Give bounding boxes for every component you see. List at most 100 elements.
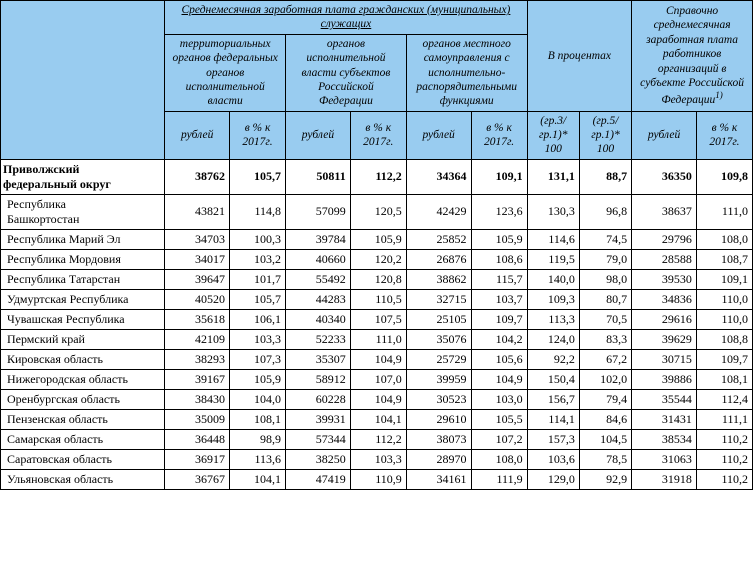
cell: 31063	[632, 449, 697, 469]
cell: 119,5	[527, 249, 579, 269]
row-name: Приволжский федеральный округ	[1, 159, 165, 194]
table-row: Удмуртская Республика40520105,744283110,…	[1, 289, 753, 309]
cell: 110,9	[350, 469, 406, 489]
summary-row: Приволжский федеральный округ38762105,75…	[1, 159, 753, 194]
cell: 39167	[165, 369, 230, 389]
cell: 34703	[165, 229, 230, 249]
cell: 74,5	[579, 229, 631, 249]
group-reference-title: Справочно	[666, 5, 718, 17]
cell: 35076	[406, 329, 471, 349]
row-name: Самарская область	[1, 429, 165, 449]
cell: 107,5	[350, 309, 406, 329]
cell: 111,0	[350, 329, 406, 349]
table-row: Пензенская область35009108,139931104,129…	[1, 409, 753, 429]
table-body: Приволжский федеральный округ38762105,75…	[1, 159, 753, 489]
cell: 57344	[286, 429, 351, 449]
cell: 104,1	[350, 409, 406, 429]
cell: 35307	[286, 349, 351, 369]
cell: 109,8	[696, 159, 752, 194]
cell: 105,9	[471, 229, 527, 249]
group-salary: Среднемесячная заработная плата гражданс…	[165, 1, 527, 35]
cell: 114,6	[527, 229, 579, 249]
cell: 101,7	[230, 269, 286, 289]
col-name-header	[1, 1, 165, 160]
cell: 105,7	[230, 289, 286, 309]
cell: 130,3	[527, 194, 579, 229]
row-name: Кировская область	[1, 349, 165, 369]
row-name: Республика Татарстан	[1, 269, 165, 289]
row-name: Республика Мордовия	[1, 249, 165, 269]
cell: 44283	[286, 289, 351, 309]
h-rub-2: рублей	[286, 111, 351, 159]
cell: 39629	[632, 329, 697, 349]
table-row: Республика Мордовия34017103,240660120,22…	[1, 249, 753, 269]
cell: 110,2	[696, 449, 752, 469]
cell: 108,8	[696, 329, 752, 349]
cell: 131,1	[527, 159, 579, 194]
cell: 38862	[406, 269, 471, 289]
h-pct-1: в % к 2017г.	[230, 111, 286, 159]
h-pct-3: в % к 2017г.	[471, 111, 527, 159]
cell: 80,7	[579, 289, 631, 309]
row-name: Республика Башкортостан	[1, 194, 165, 229]
cell: 38250	[286, 449, 351, 469]
cell: 26876	[406, 249, 471, 269]
cell: 39886	[632, 369, 697, 389]
table-header: Среднемесячная заработная плата гражданс…	[1, 1, 753, 160]
cell: 105,5	[471, 409, 527, 429]
cell: 84,6	[579, 409, 631, 429]
table-row: Пермский край42109103,352233111,03507610…	[1, 329, 753, 349]
cell: 105,9	[350, 229, 406, 249]
cell: 103,3	[350, 449, 406, 469]
table-row: Республика Татарстан39647101,755492120,8…	[1, 269, 753, 289]
cell: 105,9	[230, 369, 286, 389]
cell: 39959	[406, 369, 471, 389]
cell: 110,0	[696, 309, 752, 329]
cell: 30715	[632, 349, 697, 369]
cell: 55492	[286, 269, 351, 289]
cell: 38762	[165, 159, 230, 194]
cell: 104,0	[230, 389, 286, 409]
cell: 140,0	[527, 269, 579, 289]
row-name: Пензенская область	[1, 409, 165, 429]
cell: 70,5	[579, 309, 631, 329]
row-name: Удмуртская Республика	[1, 289, 165, 309]
cell: 29610	[406, 409, 471, 429]
cell: 100,3	[230, 229, 286, 249]
cell: 98,0	[579, 269, 631, 289]
table-row: Чувашская Республика35618106,140340107,5…	[1, 309, 753, 329]
cell: 38073	[406, 429, 471, 449]
cell: 129,0	[527, 469, 579, 489]
cell: 115,7	[471, 269, 527, 289]
cell: 111,0	[696, 194, 752, 229]
cell: 150,4	[527, 369, 579, 389]
cell: 67,2	[579, 349, 631, 369]
cell: 120,2	[350, 249, 406, 269]
cell: 88,7	[579, 159, 631, 194]
cell: 156,7	[527, 389, 579, 409]
h-rub-4: рублей	[632, 111, 697, 159]
cell: 42429	[406, 194, 471, 229]
row-name: Пермский край	[1, 329, 165, 349]
cell: 38430	[165, 389, 230, 409]
cell: 104,1	[230, 469, 286, 489]
h-p2: (гр.5/ гр.1)* 100	[579, 111, 631, 159]
table-row: Саратовская область36917113,638250103,32…	[1, 449, 753, 469]
salary-table: Среднемесячная заработная плата гражданс…	[0, 0, 753, 490]
sub-terr: территориальных органов федеральных орга…	[165, 34, 286, 111]
cell: 109,7	[471, 309, 527, 329]
cell: 108,1	[230, 409, 286, 429]
cell: 36767	[165, 469, 230, 489]
row-name: Нижегородская область	[1, 369, 165, 389]
table-row: Самарская область3644898,957344112,23807…	[1, 429, 753, 449]
row-name: Ульяновская область	[1, 469, 165, 489]
table-row: Оренбургская область38430104,060228104,9…	[1, 389, 753, 409]
cell: 106,1	[230, 309, 286, 329]
cell: 39530	[632, 269, 697, 289]
cell: 104,9	[471, 369, 527, 389]
table-row: Кировская область38293107,335307104,9257…	[1, 349, 753, 369]
cell: 32715	[406, 289, 471, 309]
cell: 79,0	[579, 249, 631, 269]
cell: 109,7	[696, 349, 752, 369]
cell: 30523	[406, 389, 471, 409]
